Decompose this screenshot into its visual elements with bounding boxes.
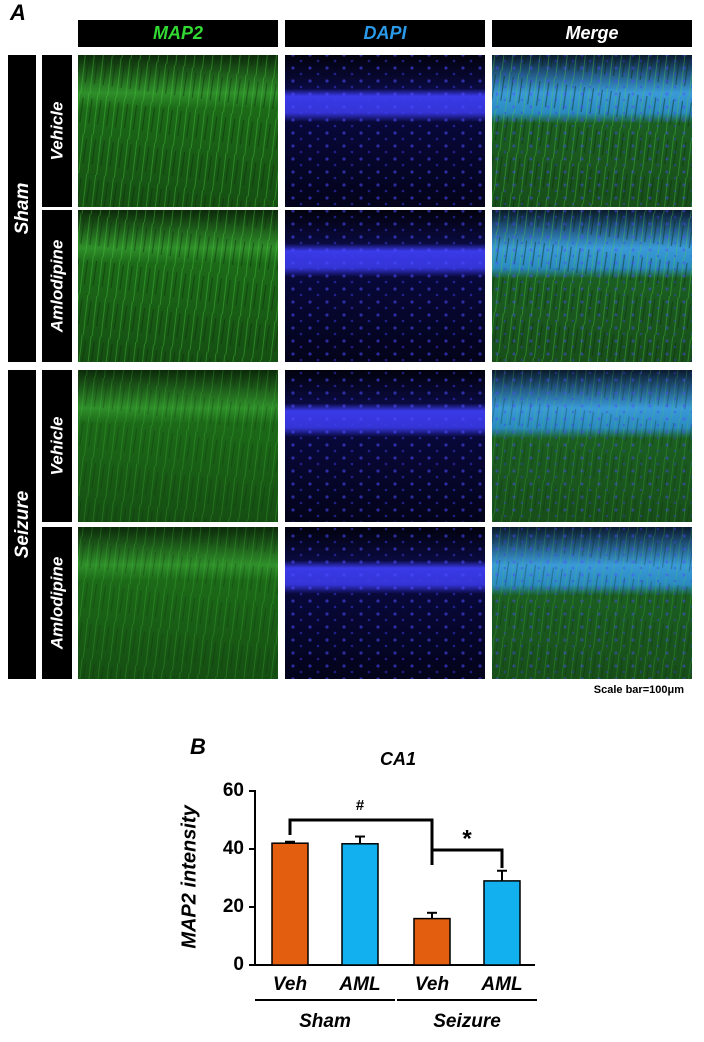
column-header: DAPI <box>363 23 407 43</box>
row-label-bg <box>42 210 72 362</box>
x-tick-label: AML <box>480 974 522 995</box>
row-label-bg <box>42 527 72 679</box>
x-tick-label: Veh <box>415 974 449 995</box>
group-label: Seizure <box>433 1011 501 1032</box>
y-tick-label: 20 <box>223 896 244 917</box>
scale-bar-label: Scale bar=100μm <box>594 684 684 696</box>
bar <box>413 917 451 966</box>
row-label-bg <box>42 55 72 207</box>
column-header: MAP2 <box>153 23 203 43</box>
y-tick-label: 40 <box>223 838 244 859</box>
bar <box>341 843 379 966</box>
group-label-bg <box>8 55 36 362</box>
micrograph-texture <box>285 527 485 679</box>
row-label: Amlodipine <box>47 240 66 334</box>
micrograph-texture <box>492 370 692 522</box>
micrograph-texture <box>78 527 278 679</box>
column-header-bg <box>78 20 278 47</box>
row-label-bg <box>42 370 72 522</box>
micrograph-texture <box>492 210 692 362</box>
micrograph-texture <box>285 210 485 362</box>
micrograph-texture <box>492 527 692 679</box>
y-tick-label: 60 <box>223 780 244 801</box>
annotation: # <box>356 797 365 814</box>
group-label-bg <box>8 370 36 679</box>
group-label: Seizure <box>12 490 33 558</box>
column-header: Merge <box>565 23 618 43</box>
row-label: Vehicle <box>47 417 66 476</box>
micrograph-texture <box>492 55 692 207</box>
x-tick-label: Veh <box>273 974 307 995</box>
x-tick-label: AML <box>338 974 380 995</box>
group-label: Sham <box>299 1011 351 1032</box>
annotation: * <box>462 825 472 852</box>
group-label: Sham <box>12 183 33 235</box>
column-header-bg <box>285 20 485 47</box>
panel-label: B <box>190 734 206 759</box>
micrograph-texture <box>285 370 485 522</box>
panel-label: A <box>9 0 26 25</box>
micrograph-texture <box>78 370 278 522</box>
significance-bracket <box>430 848 504 868</box>
column-header-bg <box>492 20 692 47</box>
micrograph-texture <box>78 55 278 207</box>
significance-bracket <box>288 818 434 858</box>
panel-a: A Scale bar=100μm MAP2 DAPI Merge Sham Vehic… <box>8 0 692 696</box>
chart-title: CA1 <box>380 749 416 769</box>
y-axis-label: MAP2 intensity <box>178 804 200 948</box>
row-label: Vehicle <box>47 102 66 161</box>
y-tick-label: 0 <box>233 954 244 975</box>
bar <box>483 880 521 966</box>
panel-b: B CA1 MAP2 intensity # * 0 20 40 60 Veh AML Ve… <box>178 734 537 1032</box>
micrograph-texture <box>78 210 278 362</box>
bar <box>271 842 309 966</box>
micrograph-texture <box>285 55 485 207</box>
row-label: Amlodipine <box>47 557 66 651</box>
